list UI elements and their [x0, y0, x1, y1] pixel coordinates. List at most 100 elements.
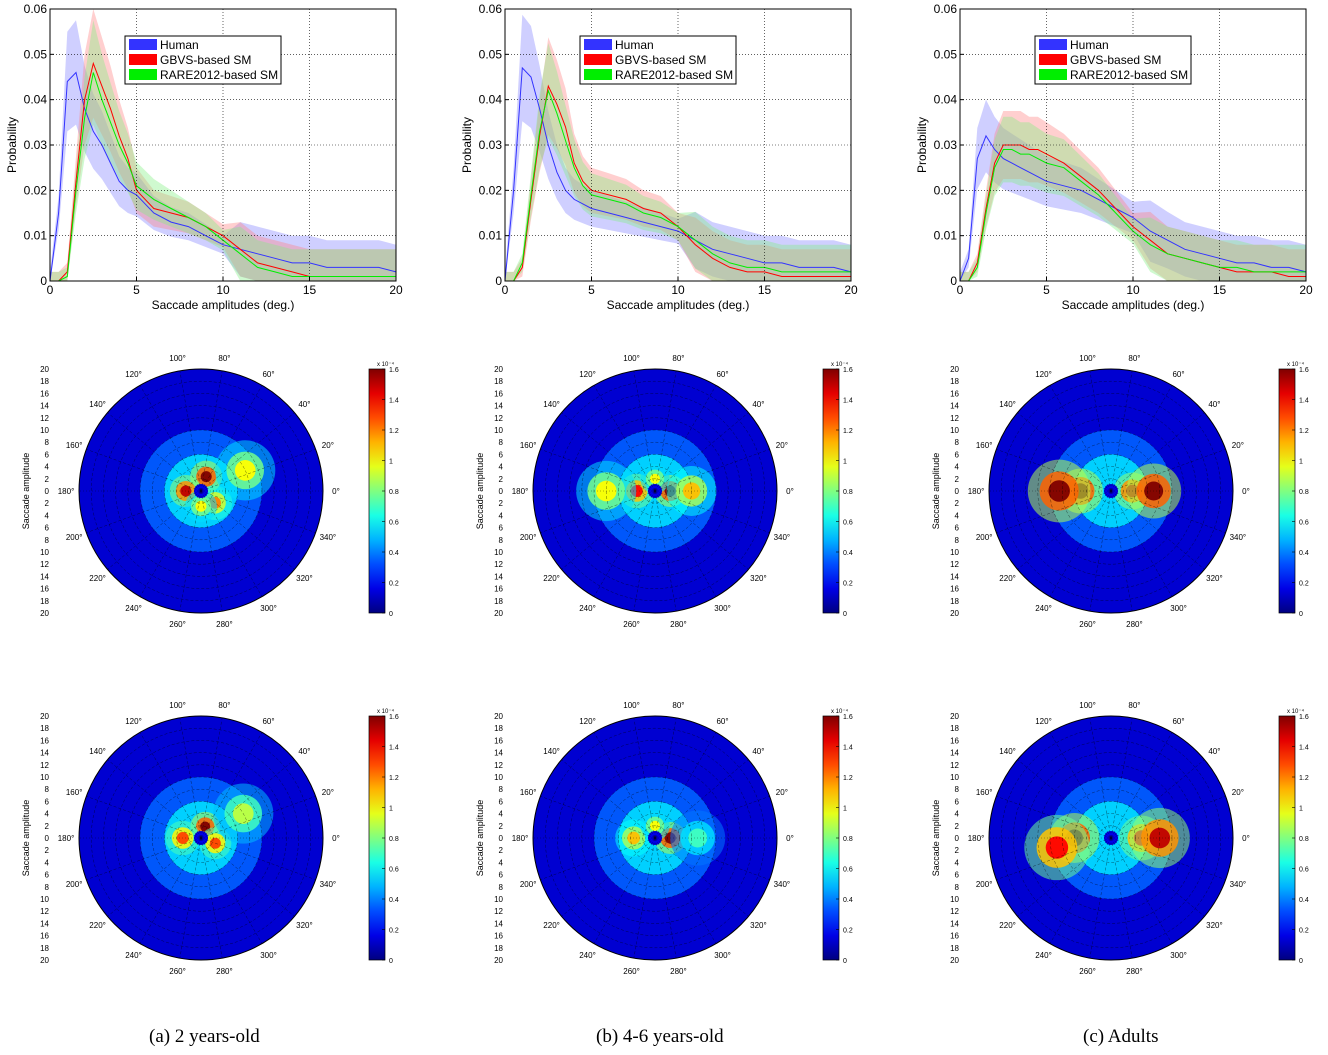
radial-tick-label: 4 [955, 511, 960, 520]
angle-label: 200° [976, 533, 993, 542]
legend-swatch [129, 39, 157, 50]
polar-grid-ring [90, 727, 312, 949]
y-tick-label: 0 [40, 274, 47, 288]
x-tick-label: 20 [1299, 283, 1313, 297]
radial-tick-label: 18 [40, 724, 49, 733]
angle-label: 340° [774, 533, 791, 542]
polar-grid-ring [1037, 764, 1185, 912]
histogram-panel-a: 0 5 10 15 20 0 0.01 0.02 0.03 0.04 0.05 0.06 Saccade… [5, 2, 403, 312]
legend-entry: Human [1070, 38, 1109, 52]
radial-tick-label: 18 [950, 377, 959, 386]
radial-tick-label: 8 [45, 438, 50, 447]
angle-label: 300° [1170, 604, 1187, 613]
angle-label: 240° [579, 951, 596, 960]
polar-grid-spoke [1110, 412, 1205, 492]
polar-grid-ring [115, 405, 287, 577]
polar-grid-spoke [1110, 490, 1173, 597]
colorbar-tick-label: 0.6 [843, 867, 853, 874]
polar-grid-spoke [200, 490, 223, 612]
radial-tick-label: 16 [494, 736, 503, 745]
polar-panel-a-row3: 0°20°40°60°80°100°120°140°160°180°200°22… [21, 701, 399, 976]
radial-tick-label: 12 [950, 560, 959, 569]
radial-tick-label: 10 [950, 548, 959, 557]
angle-label: 60° [262, 717, 274, 726]
colorbar-tick-label: 0.8 [1299, 489, 1309, 496]
radial-tick-label: 4 [45, 810, 50, 819]
colorbar-tick-label: 1 [843, 806, 847, 813]
radial-tick-label: 14 [950, 749, 959, 758]
angle-label: 240° [1035, 604, 1052, 613]
y-tick-label: 0.05 [479, 47, 503, 61]
colorbar-tick-label: 1.4 [1299, 398, 1309, 405]
angle-label: 280° [1126, 620, 1143, 629]
polar-panel-c-row3: 0°20°40°60°80°100°120°140°160°180°200°22… [931, 701, 1309, 976]
angle-label: 340° [1230, 533, 1247, 542]
polar-grid-ring [103, 393, 299, 589]
polar-grid-spoke [561, 490, 656, 570]
polar-grid-spoke [1110, 796, 1226, 839]
caption-c: (c) Adults [1083, 1026, 1159, 1047]
colorbar-tick-label: 0.2 [1299, 928, 1309, 935]
angle-label: 80° [1128, 701, 1140, 710]
x-axis-label: Saccade amplitudes (deg.) [607, 298, 750, 312]
colorbar-tick-label: 0.2 [843, 581, 853, 588]
polar-grid-spoke [654, 490, 717, 597]
radial-tick-label: 6 [45, 450, 50, 459]
polar-grid-spoke [654, 796, 770, 839]
y-axis-label: Probability [460, 117, 474, 173]
radial-tick-label: 6 [955, 797, 960, 806]
radial-tick-label: 8 [955, 438, 960, 447]
radial-tick-label: 10 [950, 895, 959, 904]
legend-entry: RARE2012-based SM [160, 68, 278, 82]
radial-tick-label: 12 [494, 414, 503, 423]
polar-panel-b-row3: 0°20°40°60°80°100°120°140°160°180°200°22… [475, 701, 853, 976]
polar-grid-spoke [1110, 449, 1226, 492]
radial-tick-label: 20 [40, 609, 49, 618]
radial-tick-label: 8 [45, 536, 50, 545]
y-axis-label: Probability [5, 117, 19, 173]
colorbar-tick-label: 1.4 [389, 398, 399, 405]
legend-swatch [1039, 54, 1067, 65]
series-band-0 [505, 14, 851, 281]
polar-y-label: Saccade amplitude [931, 800, 941, 877]
radial-tick-label: 18 [494, 724, 503, 733]
series-line-0 [504, 66, 852, 282]
angle-label: 340° [320, 880, 337, 889]
y-axis-label: Probability [915, 117, 929, 173]
y-tick-label: 0.06 [479, 2, 503, 16]
caption-b: (b) 4-6 years-old [596, 1026, 724, 1047]
radial-tick-label: 10 [494, 895, 503, 904]
polar-y-label: Saccade amplitude [21, 800, 31, 877]
polar-grid-spoke [1110, 370, 1133, 492]
polar-grid-spoke [561, 412, 656, 492]
angle-label: 300° [714, 951, 731, 960]
y-tick-label: 0.06 [24, 2, 48, 16]
series-band-0 [960, 99, 1306, 281]
radial-tick-label: 12 [40, 414, 49, 423]
radial-tick-label: 16 [40, 736, 49, 745]
radial-tick-label: 10 [494, 773, 503, 782]
polar-grid-spoke [654, 837, 770, 880]
polar-grid-ring [1025, 752, 1197, 924]
radial-tick-label: 4 [499, 858, 504, 867]
y-tick-label: 0.02 [479, 183, 503, 197]
angle-label: 200° [976, 880, 993, 889]
polar-grid-spoke [200, 490, 316, 533]
radial-tick-label: 6 [499, 524, 504, 533]
radial-tick-label: 20 [494, 956, 503, 965]
angle-label: 120° [1035, 717, 1052, 726]
angle-label: 240° [125, 951, 142, 960]
polar-grid-spoke [1110, 837, 1205, 917]
colorbar-tick-label: 0.6 [389, 520, 399, 527]
polar-grid-spoke [633, 837, 656, 959]
angle-label: 280° [670, 620, 687, 629]
polar-grid-spoke [179, 717, 202, 839]
x-tick-label: 20 [844, 283, 858, 297]
polar-grid-spoke [86, 837, 202, 880]
polar-grid-ring [115, 752, 287, 924]
legend-swatch [1039, 39, 1067, 50]
angle-label: 120° [125, 370, 142, 379]
angle-label: 120° [579, 370, 596, 379]
radial-tick-label: 12 [494, 761, 503, 770]
